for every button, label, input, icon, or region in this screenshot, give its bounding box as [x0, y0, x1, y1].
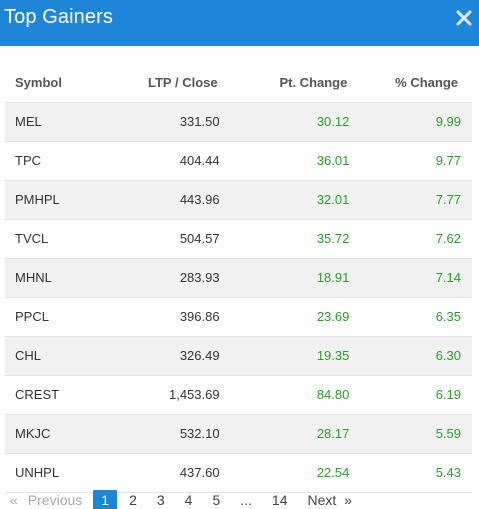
pct-change-cell: 6.35: [349, 297, 472, 337]
symbol-cell: TVCL: [5, 219, 108, 259]
table-row[interactable]: PPCL 396.86 23.69 6.35: [5, 297, 472, 337]
pct-change-cell: 9.77: [349, 141, 472, 181]
symbol-cell: PMHPL: [5, 180, 108, 220]
table-row[interactable]: MKJC 532.10 28.17 5.59: [5, 414, 472, 454]
table-header: Symbol LTP / Close Pt. Change % Change: [5, 64, 472, 103]
table-body: MEL 331.50 30.12 9.99 TPC 404.44 36.01 9.77 PMHP…: [5, 102, 472, 493]
symbol-cell: TPC: [5, 141, 108, 181]
table-row[interactable]: MEL 331.50 30.12 9.99: [5, 102, 472, 142]
pagination-next-arrow[interactable]: »: [344, 492, 353, 508]
pagination-next[interactable]: Next: [307, 492, 337, 508]
table-row[interactable]: PMHPL 443.96 32.01 7.77: [5, 180, 472, 220]
ltp-cell: 331.50: [107, 102, 220, 142]
modal-title: Top Gainers: [4, 6, 113, 28]
symbol-cell: PPCL: [5, 297, 108, 337]
pagination: « Previous 1 2 3 4 5 ... 14 Next »: [10, 490, 352, 509]
column-header-ltp[interactable]: LTP / Close: [107, 64, 220, 103]
ltp-cell: 326.49: [107, 336, 220, 376]
column-header-pct-change[interactable]: % Change: [349, 64, 472, 103]
pct-change-cell: 6.19: [349, 375, 472, 415]
pct-change-cell: 7.77: [349, 180, 472, 220]
modal-header: Top Gainers: [0, 0, 479, 46]
pt-change-cell: 30.12: [219, 102, 350, 142]
symbol-cell: CHL: [5, 336, 108, 376]
pagination-page-14[interactable]: 14: [271, 492, 288, 508]
ltp-cell: 283.93: [107, 258, 220, 298]
column-header-pt-change[interactable]: Pt. Change: [219, 64, 350, 103]
table-row[interactable]: CREST 1,453.69 84.80 6.19: [5, 375, 472, 415]
pagination-page-1[interactable]: 1: [93, 490, 118, 509]
pt-change-cell: 28.17: [219, 414, 350, 454]
pt-change-cell: 18.91: [219, 258, 350, 298]
close-icon[interactable]: [455, 9, 473, 27]
ltp-cell: 404.44: [107, 141, 220, 181]
table-header-row: Symbol LTP / Close Pt. Change % Change: [5, 64, 472, 103]
symbol-cell: MHNL: [5, 258, 108, 298]
pt-change-cell: 23.69: [219, 297, 350, 337]
pagination-page-4[interactable]: 4: [184, 492, 193, 508]
ltp-cell: 396.86: [107, 297, 220, 337]
pagination-page-2[interactable]: 2: [129, 492, 137, 508]
ltp-cell: 504.57: [107, 219, 220, 259]
pt-change-cell: 36.01: [219, 141, 350, 181]
symbol-cell: UNHPL: [5, 453, 108, 493]
gainers-table: Symbol LTP / Close Pt. Change % Change M…: [5, 64, 472, 493]
table-row[interactable]: UNHPL 437.60 22.54 5.43: [5, 453, 472, 493]
ltp-cell: 443.96: [107, 180, 220, 220]
ltp-cell: 437.60: [107, 453, 220, 493]
pt-change-cell: 19.35: [219, 336, 350, 376]
pt-change-cell: 35.72: [219, 219, 350, 259]
pct-change-cell: 5.43: [349, 453, 472, 493]
pt-change-cell: 22.54: [219, 453, 350, 493]
pt-change-cell: 32.01: [219, 180, 350, 220]
symbol-cell: CREST: [5, 375, 108, 415]
table-row[interactable]: TPC 404.44 36.01 9.77: [5, 141, 472, 181]
pagination-page-3[interactable]: 3: [156, 492, 165, 508]
symbol-cell: MEL: [5, 102, 108, 142]
pagination-page-5[interactable]: 5: [212, 492, 221, 508]
table-row[interactable]: CHL 326.49 19.35 6.30: [5, 336, 472, 376]
pct-change-cell: 7.14: [349, 258, 472, 298]
pct-change-cell: 7.62: [349, 219, 472, 259]
ltp-cell: 532.10: [107, 414, 220, 454]
table-row[interactable]: TVCL 504.57 35.72 7.62: [5, 219, 472, 259]
pct-change-cell: 9.99: [349, 102, 472, 142]
pagination-previous: Previous: [27, 492, 83, 508]
pt-change-cell: 84.80: [219, 375, 350, 415]
pct-change-cell: 6.30: [349, 336, 472, 376]
pct-change-cell: 5.59: [349, 414, 472, 454]
pagination-prev-arrow: «: [10, 492, 18, 508]
ltp-cell: 1,453.69: [107, 375, 220, 415]
column-header-symbol[interactable]: Symbol: [5, 64, 108, 103]
pagination-ellipsis: ...: [240, 492, 252, 508]
table-row[interactable]: MHNL 283.93 18.91 7.14: [5, 258, 472, 298]
gainers-table-container: Symbol LTP / Close Pt. Change % Change M…: [5, 64, 472, 493]
symbol-cell: MKJC: [5, 414, 108, 454]
